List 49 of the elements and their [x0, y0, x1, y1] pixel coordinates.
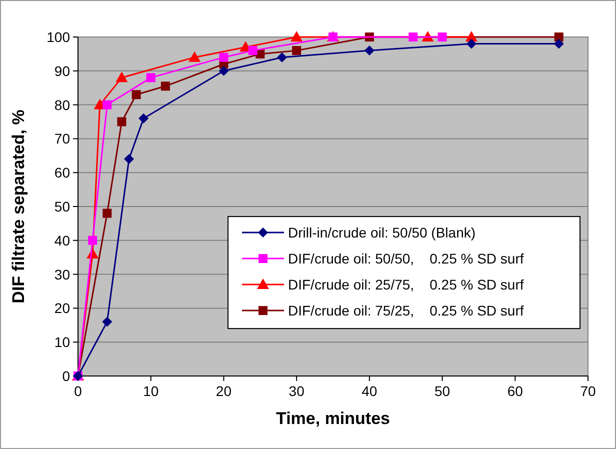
x-tick-label: 10 — [143, 383, 159, 399]
y-tick-label: 50 — [54, 198, 70, 214]
point — [466, 38, 476, 49]
point — [277, 52, 287, 62]
point — [219, 52, 228, 62]
point — [438, 32, 447, 42]
y-tick-label: 0 — [62, 368, 70, 384]
y-tick-label: 100 — [46, 29, 70, 45]
point — [248, 46, 258, 56]
point — [102, 208, 112, 218]
legend-label: DIF/crude oil: 75/25, 0.25 % SD surf — [288, 302, 524, 319]
y-axis-title: DIF filtrate separated, % — [9, 110, 28, 304]
legend-label: DIF/crude oil: 50/50, 0.25 % SD surf — [288, 250, 524, 267]
point — [138, 113, 149, 124]
point — [102, 100, 112, 110]
y-tick-label: 30 — [54, 266, 70, 282]
y-tick-label: 60 — [54, 164, 70, 181]
x-tick-label: 0 — [74, 383, 82, 399]
x-tick-label: 30 — [288, 383, 305, 399]
point — [116, 72, 128, 82]
y-tick-label: 10 — [54, 334, 70, 350]
point — [408, 32, 418, 42]
point — [292, 46, 302, 56]
point — [132, 90, 141, 100]
x-axis-title: Time, minutes — [276, 409, 390, 428]
x-tick-label: 40 — [362, 383, 378, 399]
x-tick-label: 50 — [434, 383, 450, 399]
point — [146, 73, 156, 82]
point — [117, 117, 126, 126]
point — [188, 51, 201, 62]
point — [364, 46, 374, 56]
point — [160, 82, 170, 91]
y-tick-label: 80 — [54, 96, 70, 113]
point — [290, 31, 303, 42]
point — [102, 316, 112, 327]
legend-label: Drill-in/crude oil: 50/50 (Blank) — [288, 224, 476, 241]
point — [554, 38, 564, 49]
point — [218, 66, 229, 76]
point — [124, 154, 134, 164]
x-tick-label: 60 — [507, 383, 524, 399]
x-tick-label: 70 — [580, 383, 596, 399]
point — [554, 32, 564, 42]
point — [88, 236, 98, 245]
y-tick-label: 20 — [54, 300, 70, 316]
y-tick-label: 40 — [54, 232, 70, 248]
legend-label: DIF/crude oil: 25/75, 0.25 % SD surf — [288, 276, 524, 293]
y-tick-label: 90 — [54, 62, 70, 79]
y-tick-label: 70 — [54, 130, 70, 147]
x-tick-label: 20 — [216, 383, 232, 399]
